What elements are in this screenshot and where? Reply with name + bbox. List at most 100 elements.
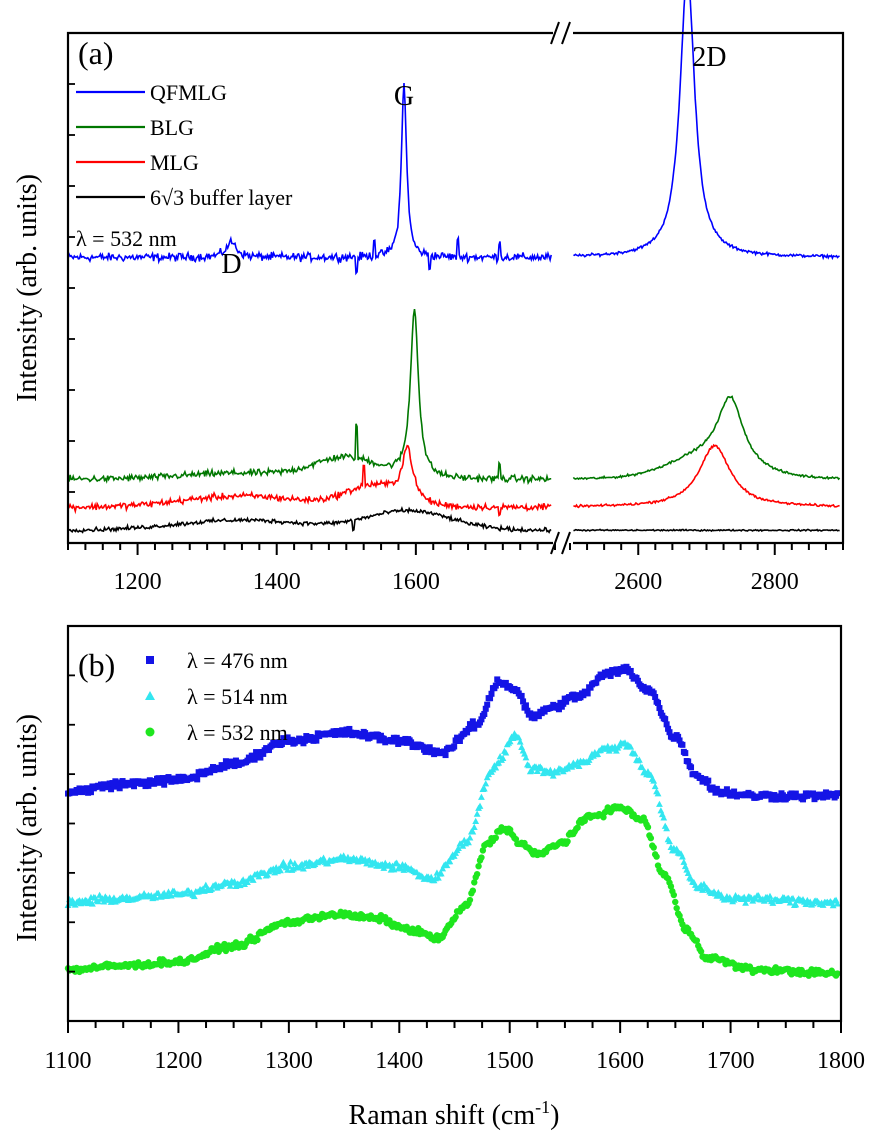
data-point bbox=[393, 859, 401, 866]
data-point bbox=[574, 824, 581, 831]
data-point bbox=[522, 702, 529, 709]
data-point bbox=[247, 756, 254, 763]
data-point bbox=[194, 776, 201, 783]
data-point bbox=[650, 690, 657, 697]
panel-b-y-ticks bbox=[68, 674, 75, 973]
data-point bbox=[829, 902, 837, 909]
data-point bbox=[820, 794, 827, 801]
data-point bbox=[600, 814, 607, 821]
data-point bbox=[563, 698, 570, 705]
data-point bbox=[647, 834, 655, 842]
data-point bbox=[673, 904, 680, 912]
data-point bbox=[464, 729, 471, 736]
data-point bbox=[470, 823, 478, 830]
data-point bbox=[584, 690, 591, 697]
data-point bbox=[277, 867, 284, 874]
series-line-1-segment-1 bbox=[572, 395, 841, 481]
data-point bbox=[656, 800, 663, 807]
data-point bbox=[575, 762, 583, 770]
data-point bbox=[278, 741, 285, 748]
data-point bbox=[487, 695, 494, 702]
data-point bbox=[478, 716, 485, 723]
data-point bbox=[413, 868, 421, 875]
data-point bbox=[482, 705, 489, 712]
data-point bbox=[652, 694, 659, 701]
data-point bbox=[666, 729, 673, 736]
panel-b-legend: λ = 476 nm λ = 514 nm λ = 532 nm bbox=[145, 648, 288, 745]
data-point bbox=[287, 858, 294, 865]
data-point bbox=[439, 865, 447, 872]
data-point bbox=[657, 807, 665, 814]
data-point bbox=[454, 734, 461, 741]
data-point bbox=[549, 772, 557, 779]
data-point bbox=[225, 762, 232, 769]
series-line-0-segment-1 bbox=[573, 0, 840, 261]
data-point bbox=[455, 844, 462, 852]
data-point bbox=[554, 769, 561, 776]
data-point bbox=[638, 763, 646, 771]
series-points-2 bbox=[64, 803, 841, 979]
data-point bbox=[419, 743, 426, 750]
legend-b-marker-1 bbox=[145, 691, 155, 700]
panel-a-label: (a) bbox=[78, 35, 114, 71]
x-axis-label-close: ) bbox=[550, 1100, 559, 1131]
data-point bbox=[684, 869, 692, 876]
panel-a-wavelength-annotation: λ = 532 nm bbox=[76, 226, 177, 251]
series-line-3-segment-1 bbox=[573, 528, 840, 533]
legend-b-label-0: λ = 476 nm bbox=[187, 648, 288, 673]
series-line-1-segment-0 bbox=[67, 308, 552, 486]
data-point bbox=[518, 692, 525, 699]
data-point bbox=[408, 739, 415, 746]
data-point bbox=[520, 698, 527, 705]
data-point bbox=[443, 861, 451, 869]
series-line-2-segment-0 bbox=[67, 444, 552, 517]
series-line-2-segment-1 bbox=[573, 443, 840, 509]
data-point bbox=[506, 738, 514, 745]
data-point bbox=[810, 790, 817, 797]
data-point bbox=[244, 878, 251, 885]
legend-b-label-2: λ = 532 nm bbox=[187, 720, 288, 745]
series-points-1 bbox=[64, 730, 841, 909]
data-point bbox=[679, 853, 686, 860]
panel-a-x-ticks bbox=[67, 543, 844, 555]
data-point bbox=[161, 781, 168, 788]
data-point bbox=[492, 682, 499, 689]
legend-b-marker-0 bbox=[146, 656, 154, 664]
data-point bbox=[484, 701, 491, 708]
data-point bbox=[564, 838, 571, 845]
data-point bbox=[86, 897, 93, 904]
legend-a-label-0: QFMLG bbox=[150, 80, 227, 105]
data-point bbox=[473, 870, 481, 878]
data-point bbox=[666, 837, 673, 845]
data-point bbox=[87, 789, 94, 796]
x-axis-label-main: Raman shift (cm bbox=[349, 1100, 536, 1131]
data-point bbox=[698, 775, 705, 782]
panel-b-x-ticks bbox=[67, 1021, 842, 1033]
x-tick-label-b-1600: 1600 bbox=[596, 1048, 644, 1074]
data-point bbox=[779, 792, 786, 799]
data-point bbox=[473, 810, 481, 817]
data-point bbox=[108, 786, 115, 793]
data-point bbox=[478, 854, 485, 861]
data-point bbox=[116, 785, 123, 792]
data-point bbox=[346, 725, 353, 732]
data-point bbox=[393, 734, 400, 741]
x-tick-label-b-1500: 1500 bbox=[486, 1048, 534, 1074]
data-point bbox=[634, 677, 641, 684]
data-point bbox=[131, 783, 138, 790]
data-point bbox=[640, 683, 647, 690]
data-point bbox=[469, 828, 477, 835]
panel-a-legend: QFMLG BLG MLG 6√3 buffer layer bbox=[76, 80, 293, 210]
panel-a-x-tick-labels: 1200 1400 1600 2600 2800 bbox=[114, 569, 799, 595]
data-point bbox=[593, 679, 600, 686]
data-point bbox=[730, 896, 738, 903]
panel-a: 1200 1400 1600 2600 2800 (a) Intensity (arb.… bbox=[12, 0, 845, 595]
x-tick-label-a-1600: 1600 bbox=[392, 569, 440, 595]
data-point bbox=[627, 743, 635, 750]
data-point bbox=[489, 766, 497, 773]
data-point bbox=[516, 738, 524, 745]
data-point bbox=[653, 853, 660, 860]
peak-label-G: G bbox=[394, 81, 414, 112]
data-point bbox=[466, 896, 474, 904]
panel-b-series-group bbox=[64, 663, 841, 979]
